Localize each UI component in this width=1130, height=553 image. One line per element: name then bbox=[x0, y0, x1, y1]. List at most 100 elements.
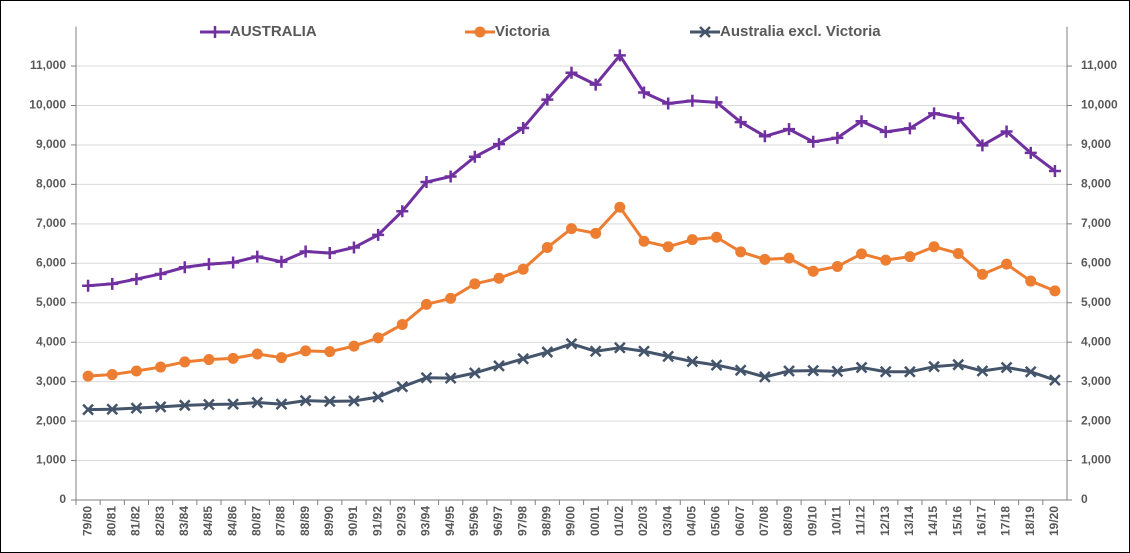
x-tick-label: 11/12 bbox=[854, 506, 868, 536]
x-tick-label: 92/93 bbox=[394, 506, 408, 536]
y2-tick-label: 8,000 bbox=[1081, 177, 1111, 191]
marker bbox=[517, 263, 529, 275]
marker bbox=[468, 150, 481, 163]
marker bbox=[130, 273, 143, 286]
x-tick-label: 08/09 bbox=[781, 506, 795, 536]
y-tick-label: 3,000 bbox=[36, 374, 66, 388]
x-tick-label: 01/02 bbox=[612, 506, 626, 536]
marker bbox=[469, 278, 481, 290]
x-tick-label: 19/20 bbox=[1047, 506, 1061, 536]
marker bbox=[879, 365, 892, 378]
marker bbox=[662, 350, 675, 363]
marker bbox=[227, 256, 240, 269]
marker bbox=[903, 122, 916, 135]
marker bbox=[1000, 125, 1013, 138]
y2-tick-label: 0 bbox=[1081, 492, 1088, 506]
marker bbox=[1024, 146, 1037, 159]
x-tick-label: 84/86 bbox=[225, 506, 239, 536]
marker bbox=[300, 345, 312, 357]
marker bbox=[1000, 361, 1013, 374]
y-tick-label: 9,000 bbox=[36, 137, 66, 151]
marker bbox=[445, 292, 457, 304]
marker bbox=[759, 253, 771, 265]
marker bbox=[686, 355, 699, 368]
marker bbox=[638, 345, 650, 358]
x-tick-label: 17/18 bbox=[999, 506, 1013, 536]
marker bbox=[275, 398, 288, 411]
x-tick-label: 97/98 bbox=[515, 506, 529, 536]
marker bbox=[1025, 275, 1037, 287]
marker bbox=[251, 250, 264, 263]
marker bbox=[444, 372, 457, 384]
marker bbox=[952, 112, 965, 125]
marker bbox=[420, 298, 432, 310]
marker bbox=[565, 337, 578, 350]
marker bbox=[347, 241, 360, 254]
legend-marker bbox=[699, 26, 711, 38]
marker bbox=[420, 176, 433, 189]
marker bbox=[82, 403, 94, 416]
marker bbox=[758, 130, 771, 143]
marker bbox=[590, 227, 602, 239]
y2-tick-label: 11,000 bbox=[1081, 58, 1117, 72]
marker bbox=[928, 107, 941, 120]
y-tick-label: 4,000 bbox=[36, 334, 66, 348]
y-tick-label: 5,000 bbox=[36, 295, 66, 309]
legend-marker bbox=[474, 26, 486, 38]
y-tick-label: 11,000 bbox=[30, 58, 66, 72]
x-tick-label: 91/92 bbox=[370, 506, 384, 536]
marker bbox=[928, 360, 940, 373]
marker bbox=[783, 365, 795, 377]
x-tick-label: 99/00 bbox=[564, 506, 578, 536]
x-tick-label: 87/88 bbox=[274, 506, 288, 536]
marker bbox=[251, 396, 264, 409]
marker bbox=[662, 97, 675, 110]
y2-tick-label: 2,000 bbox=[1081, 413, 1111, 427]
marker bbox=[904, 365, 916, 378]
marker bbox=[323, 247, 336, 260]
marker bbox=[880, 254, 892, 266]
marker bbox=[976, 268, 988, 280]
marker bbox=[178, 261, 191, 274]
y-tick-label: 1,000 bbox=[36, 453, 66, 467]
marker bbox=[155, 361, 167, 373]
marker bbox=[396, 318, 408, 330]
marker bbox=[275, 255, 288, 268]
marker bbox=[154, 401, 167, 413]
marker bbox=[468, 367, 481, 379]
x-tick-label: 98/99 bbox=[540, 506, 554, 536]
x-tick-label: 04/05 bbox=[685, 506, 699, 536]
x-tick-label: 89/90 bbox=[322, 506, 336, 536]
marker bbox=[178, 399, 191, 412]
marker bbox=[492, 138, 505, 151]
y2-tick-label: 4,000 bbox=[1081, 334, 1111, 348]
legend-marker bbox=[209, 26, 221, 38]
marker bbox=[130, 402, 143, 414]
x-tick-label: 93/94 bbox=[419, 506, 433, 536]
marker bbox=[106, 403, 119, 416]
x-tick-label: 81/82 bbox=[129, 506, 143, 536]
legend-label: Victoria bbox=[495, 23, 550, 40]
marker bbox=[202, 258, 215, 271]
y2-tick-label: 5,000 bbox=[1081, 295, 1111, 309]
marker bbox=[517, 121, 530, 134]
marker bbox=[1049, 374, 1061, 386]
marker bbox=[203, 398, 215, 411]
x-tick-label: 07/08 bbox=[757, 506, 771, 536]
marker bbox=[831, 260, 843, 272]
marker bbox=[638, 86, 651, 99]
marker bbox=[589, 78, 602, 91]
x-tick-label: 05/06 bbox=[709, 506, 723, 536]
marker bbox=[856, 248, 868, 260]
y-tick-label: 0 bbox=[59, 492, 66, 506]
marker bbox=[855, 361, 868, 374]
y2-tick-label: 9,000 bbox=[1081, 137, 1111, 151]
marker bbox=[710, 96, 723, 109]
marker bbox=[807, 364, 820, 377]
marker bbox=[203, 354, 215, 366]
marker bbox=[251, 348, 263, 360]
x-tick-label: 83/84 bbox=[177, 506, 191, 536]
x-tick-label: 80/87 bbox=[249, 506, 263, 536]
marker bbox=[348, 340, 360, 352]
